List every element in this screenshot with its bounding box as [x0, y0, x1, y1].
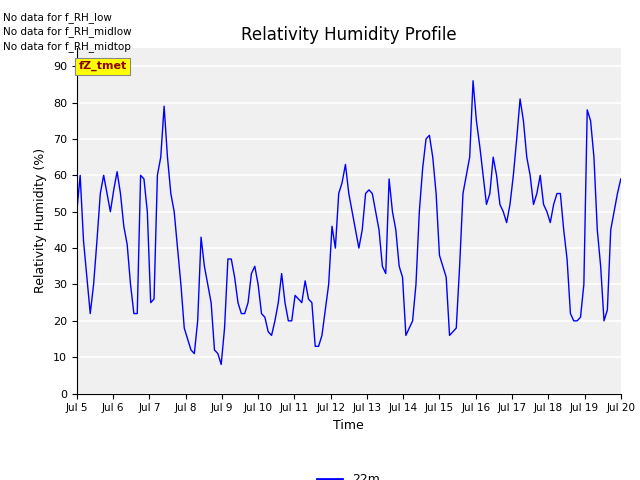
X-axis label: Time: Time [333, 419, 364, 432]
Text: No data for f_RH_midlow: No data for f_RH_midlow [3, 26, 132, 37]
Text: No data for f_RH_low: No data for f_RH_low [3, 12, 112, 23]
Legend: 22m: 22m [312, 468, 385, 480]
Text: No data for f_RH_midtop: No data for f_RH_midtop [3, 41, 131, 52]
Y-axis label: Relativity Humidity (%): Relativity Humidity (%) [35, 148, 47, 293]
Title: Relativity Humidity Profile: Relativity Humidity Profile [241, 25, 456, 44]
Text: fZ_tmet: fZ_tmet [79, 61, 127, 72]
